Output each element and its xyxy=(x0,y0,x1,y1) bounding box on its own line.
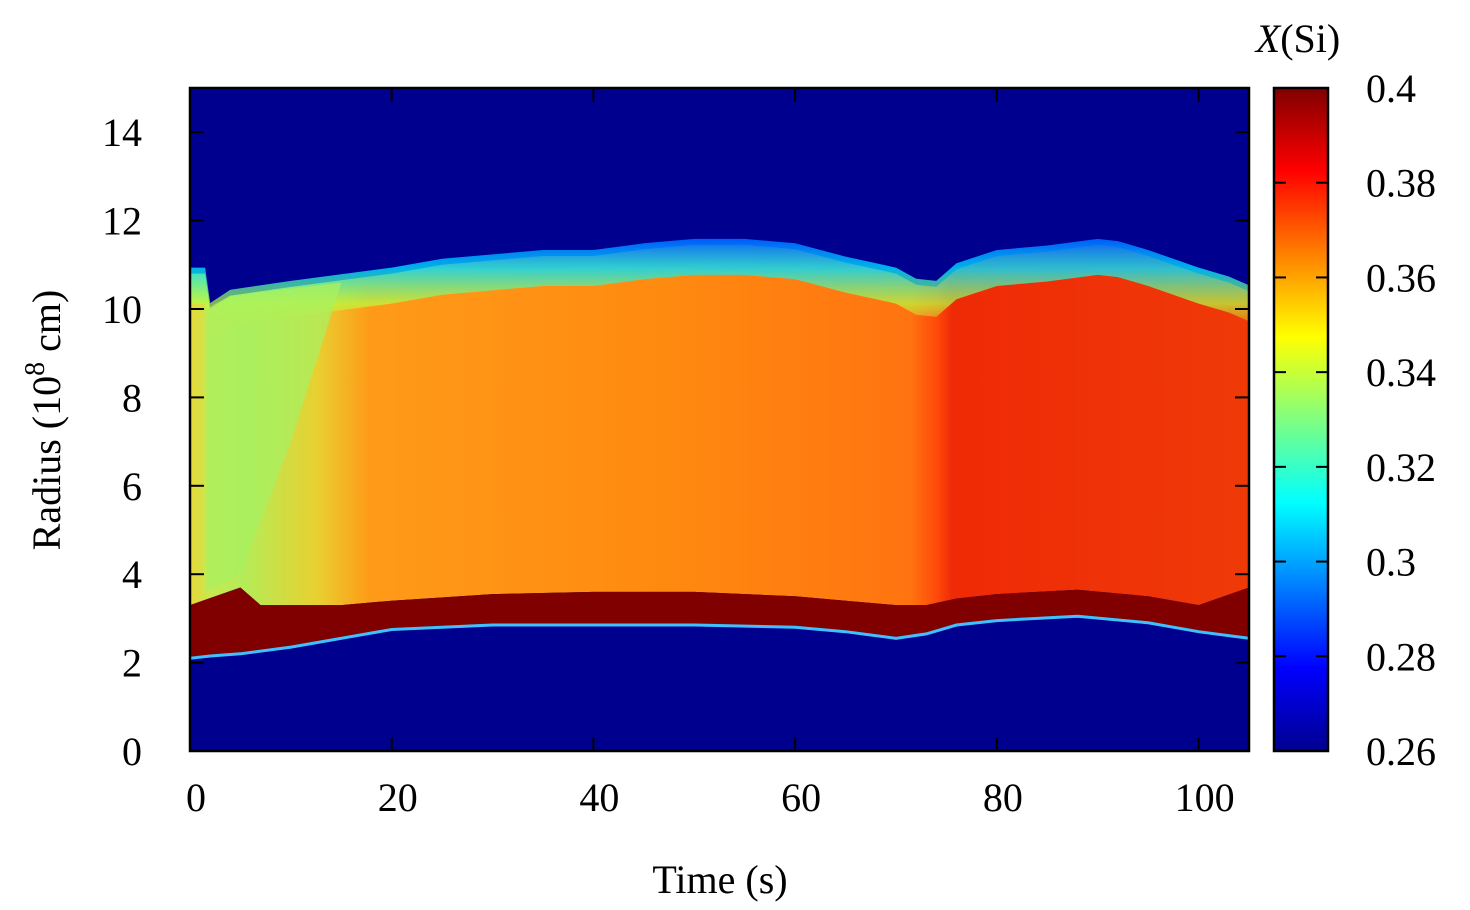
y-tick-label: 6 xyxy=(122,464,142,509)
y-tick-label: 2 xyxy=(122,641,142,686)
y-tick-label: 10 xyxy=(102,287,142,332)
colorbar-ticks: 0.26 0.28 0.3 0.32 0.34 0.36 0.38 0.4 xyxy=(1274,66,1436,774)
colorbar-title-italic: X xyxy=(1254,16,1282,61)
early-mixed-wedge xyxy=(206,282,342,592)
colorbar-tick-label: 0.32 xyxy=(1366,445,1436,490)
outer-edge-gradient xyxy=(190,238,1249,339)
colorbar-tick-label: 0.4 xyxy=(1366,66,1416,111)
x-axis: 0 20 40 60 80 100 xyxy=(186,88,1235,820)
colorbar-frame xyxy=(1272,86,1330,753)
y-axis-title: Radius (108 cm) xyxy=(20,290,69,551)
plot-area xyxy=(190,88,1249,751)
x-axis-title: Time (s) xyxy=(652,857,787,902)
y-axis-title-main: Radius (10 xyxy=(24,376,69,550)
colorbar-tick-label: 0.36 xyxy=(1366,255,1436,300)
y-axis-title-sup: 8 xyxy=(20,362,51,376)
colorbar-tick-label: 0.34 xyxy=(1366,350,1436,395)
colorbar-title: X(Si) xyxy=(1254,16,1340,61)
colorbar-tick-label: 0.38 xyxy=(1366,161,1436,206)
colorbar-title-rest: (Si) xyxy=(1280,16,1340,61)
colorbar-tick-label: 0.26 xyxy=(1366,729,1436,774)
x-tick-label: 20 xyxy=(378,775,418,820)
y-tick-label: 4 xyxy=(122,552,142,597)
colorbar: 0.26 0.28 0.3 0.32 0.34 0.36 0.38 0.4 X(Si) xyxy=(1254,16,1436,774)
colorbar-gradient xyxy=(1274,88,1328,751)
x-tick-label: 60 xyxy=(781,775,821,820)
colorbar-tick-label: 0.3 xyxy=(1366,540,1416,585)
y-tick-label: 0 xyxy=(122,729,142,774)
middle-layer-region xyxy=(190,244,1249,606)
y-tick-label: 12 xyxy=(102,199,142,244)
inner-edge-line xyxy=(190,614,1249,660)
colorbar-tick-label: 0.28 xyxy=(1366,634,1436,679)
y-axis: 0 2 4 6 8 10 12 14 xyxy=(102,110,1249,774)
x-tick-label: 0 xyxy=(186,775,206,820)
x-tick-label: 100 xyxy=(1175,775,1235,820)
dense-silicon-shell xyxy=(190,587,1249,659)
x-tick-label: 40 xyxy=(579,775,619,820)
x-tick-label: 80 xyxy=(983,775,1023,820)
y-tick-label: 14 xyxy=(102,110,142,155)
y-axis-title-tail: cm) xyxy=(24,290,69,362)
y-tick-label: 8 xyxy=(122,375,142,420)
plot-frame xyxy=(188,86,1251,753)
